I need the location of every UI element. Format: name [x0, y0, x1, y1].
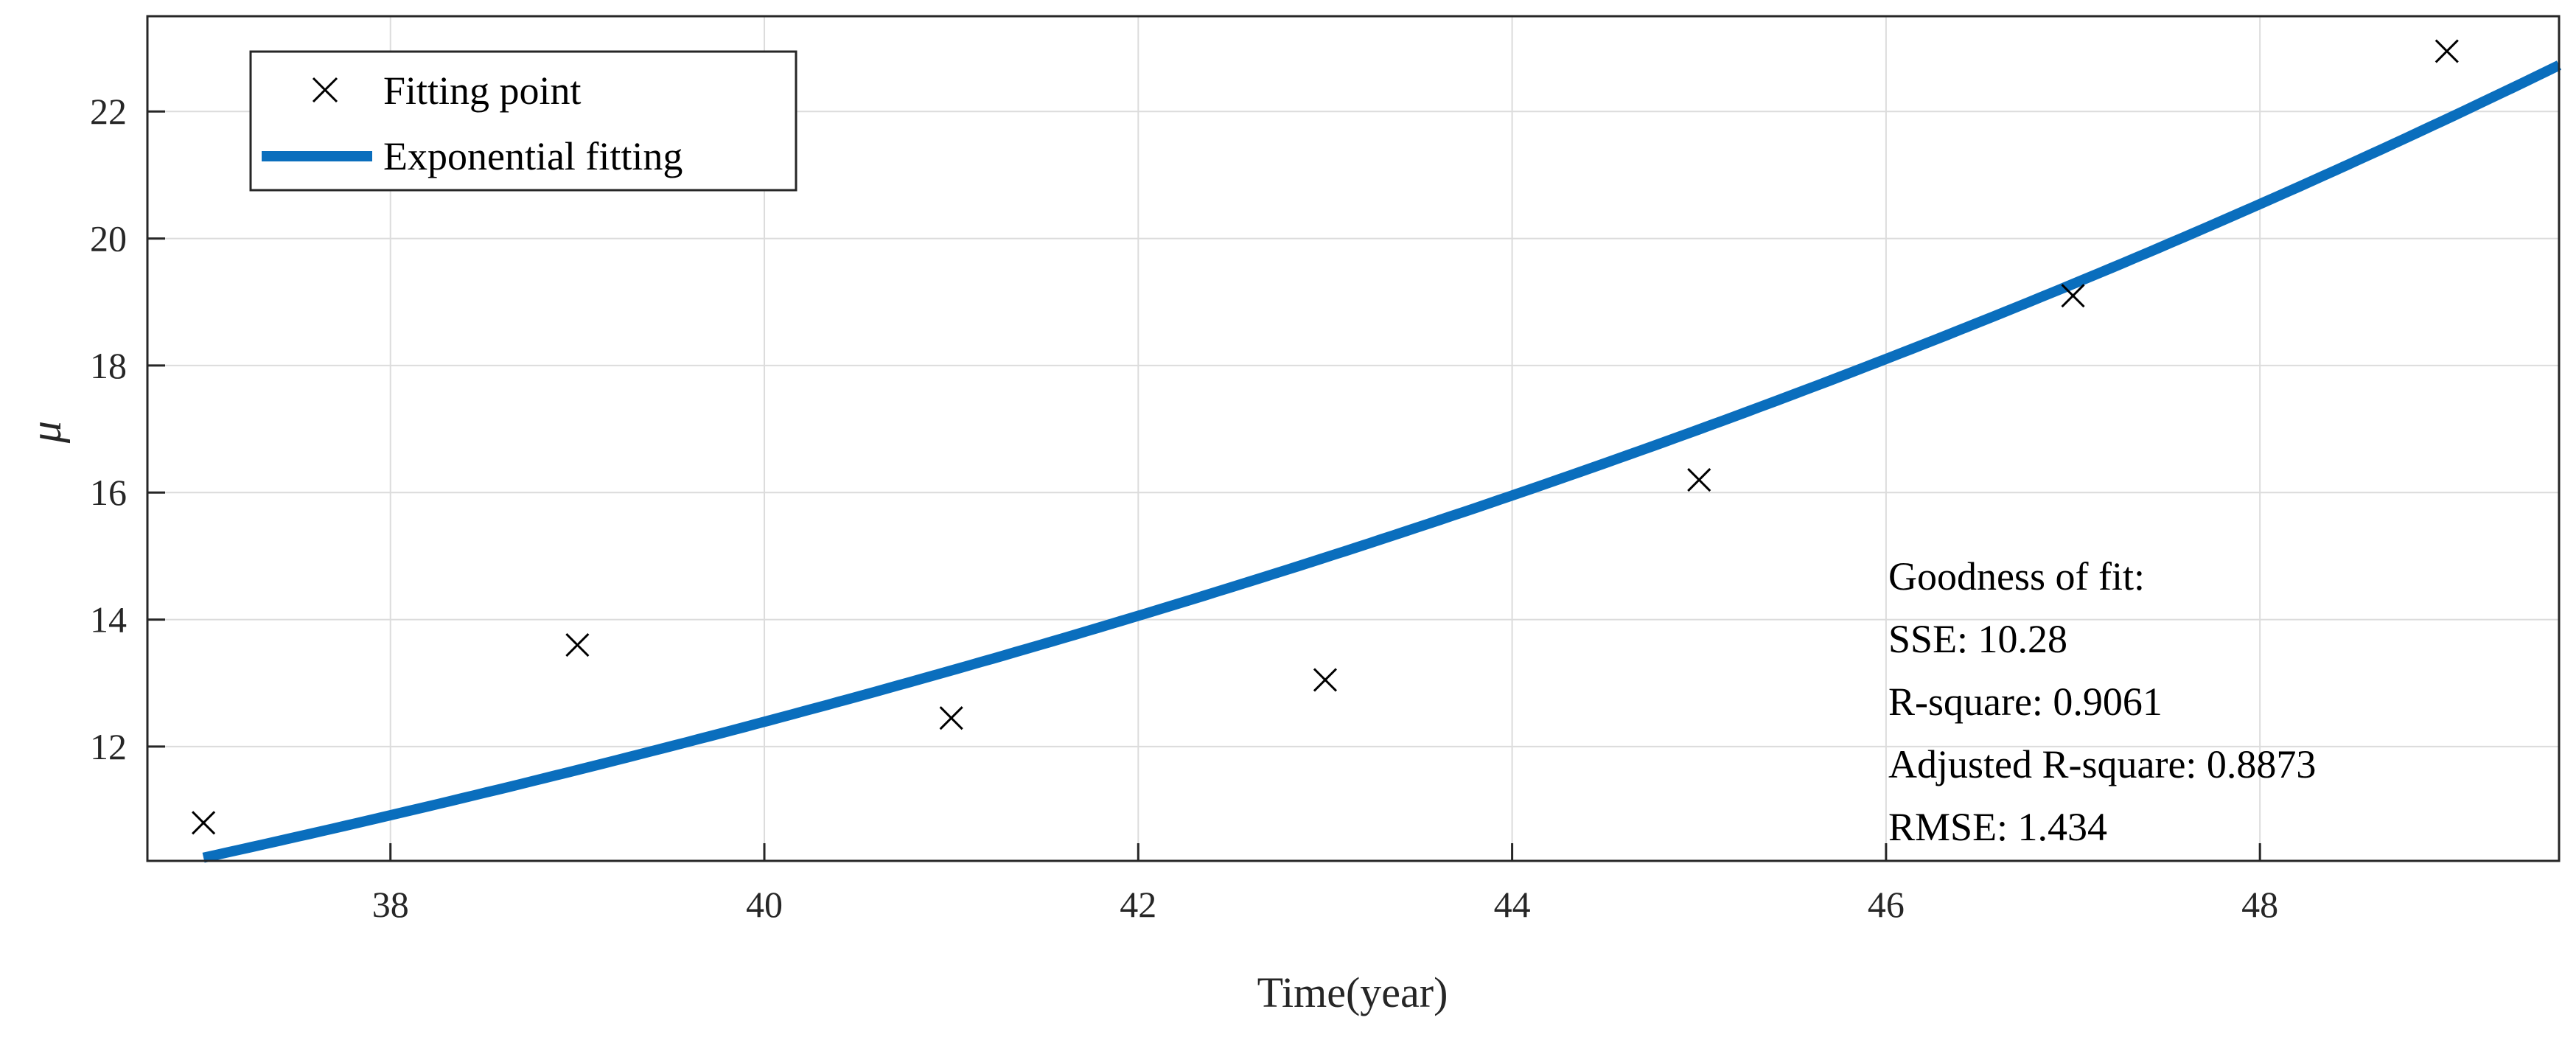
goodness-of-fit-annotation: Goodness of fit: SSE: 10.28 R-square: 0.…	[1888, 554, 2316, 849]
plot-frame	[146, 15, 2561, 862]
x-tick-labels: 38 40 42 44 46 48	[372, 843, 2278, 925]
data-point	[2434, 39, 2459, 63]
x-axis-label: Time(year)	[1257, 969, 1448, 1016]
legend-label-fitting-point: Fitting point	[383, 69, 582, 113]
y-tick-label: 20	[90, 218, 127, 259]
x-tick-label: 40	[746, 884, 783, 925]
annotation-sse: SSE: 10.28	[1888, 617, 2067, 661]
x-tick-label: 48	[2241, 884, 2278, 925]
data-point	[1313, 668, 1338, 692]
fit-line	[202, 60, 2562, 863]
y-axis-label: μ	[21, 421, 70, 444]
y-tick-label: 14	[90, 599, 127, 641]
data-point	[2061, 284, 2085, 308]
data-point	[1687, 467, 1711, 492]
legend-box	[249, 50, 797, 192]
x-tick-label: 42	[1120, 884, 1156, 925]
x-tick-label: 44	[1494, 884, 1531, 925]
y-tick-label: 22	[90, 91, 127, 132]
y-tick-label: 18	[90, 345, 127, 386]
annotation-r-square: R-square: 0.9061	[1888, 680, 2163, 724]
fit-line-layer	[202, 60, 2562, 863]
x-tick-label: 38	[372, 884, 409, 925]
x-tick-label: 46	[1868, 884, 1905, 925]
annotation-adjusted-r-square: Adjusted R-square: 0.8873	[1888, 742, 2316, 786]
legend-label-exponential-fitting: Exponential fitting	[383, 134, 683, 178]
data-point	[939, 706, 963, 730]
y-tick-label: 16	[90, 472, 127, 513]
legend-marker-x	[312, 77, 338, 103]
y-tick-label: 12	[90, 726, 127, 767]
data-point	[565, 632, 590, 657]
annotation-title: Goodness of fit:	[1888, 554, 2145, 598]
legend: Fitting point Exponential fitting	[249, 50, 797, 192]
data-point	[192, 811, 216, 835]
annotation-rmse: RMSE: 1.434	[1888, 805, 2107, 849]
y-tick-labels: 12 14 16 18 20 22	[90, 91, 165, 767]
fitting-points	[192, 39, 2459, 835]
